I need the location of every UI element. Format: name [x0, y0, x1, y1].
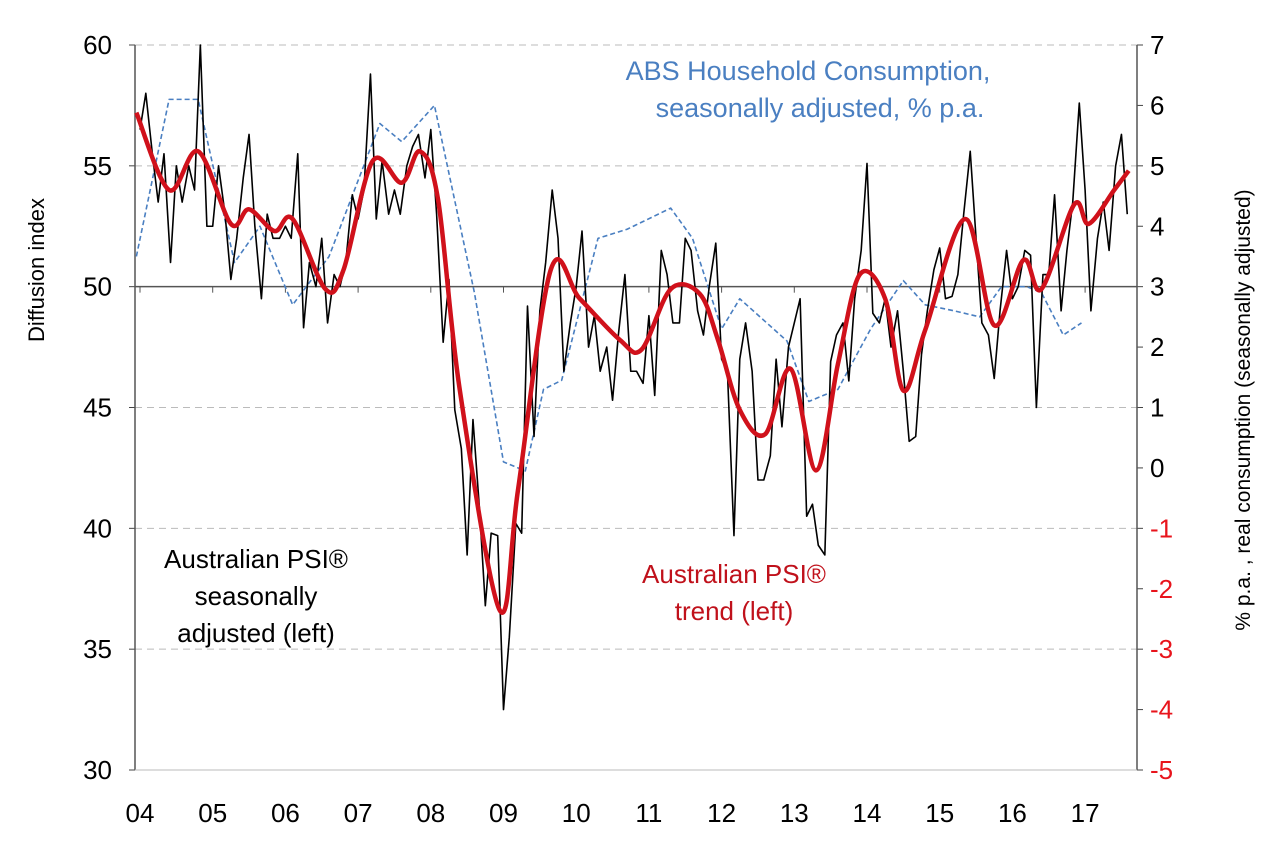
sa-annotation-line1: Australian PSI® — [164, 544, 348, 574]
x-tick-label: 17 — [1071, 798, 1100, 828]
x-tick-label: 15 — [925, 798, 954, 828]
right-tick-label: 4 — [1150, 211, 1164, 241]
right-tick-label: 5 — [1150, 151, 1164, 181]
right-tick-label: 3 — [1150, 272, 1164, 302]
left-tick-label: 30 — [83, 755, 112, 785]
x-tick-label: 04 — [126, 798, 155, 828]
gridlines — [135, 44, 1137, 650]
x-tick-label: 07 — [344, 798, 373, 828]
x-tick-label: 14 — [853, 798, 882, 828]
x-tick-label: 09 — [489, 798, 518, 828]
right-axis-label: % p.a. , real consumption (seasonally ad… — [1232, 189, 1255, 630]
trend-annotation-line2: trend (left) — [675, 596, 794, 626]
left-tick-label: 35 — [83, 634, 112, 664]
consumption-series-line — [135, 98, 1082, 472]
left-axis-label: Diffusion index — [24, 198, 49, 342]
x-tick-label: 08 — [416, 798, 445, 828]
right-tick-label: -5 — [1150, 755, 1173, 785]
right-tick-label: -3 — [1150, 634, 1173, 664]
sa-annotation-line2: seasonally — [195, 581, 318, 611]
right-tick-label: 7 — [1150, 30, 1164, 60]
x-tick-label: 06 — [271, 798, 300, 828]
x-tick-label: 10 — [562, 798, 591, 828]
sa-series-line — [139, 44, 1129, 711]
x-tick-label: 16 — [998, 798, 1027, 828]
right-tick-label: -1 — [1150, 513, 1173, 543]
consumption-annotation-line1: ABS Household Consumption, — [626, 56, 991, 86]
series-lines — [134, 44, 1131, 711]
right-tick-label: 1 — [1150, 393, 1164, 423]
right-tick-label: -2 — [1150, 574, 1173, 604]
left-tick-label: 55 — [83, 151, 112, 181]
trend-annotation-line1: Australian PSI® — [642, 559, 826, 589]
x-tick-label: 11 — [635, 798, 662, 828]
right-tick-label: 6 — [1150, 90, 1164, 120]
right-tick-label: 0 — [1150, 453, 1164, 483]
consumption-annotation-line2: seasonally adjusted, % p.a. — [656, 93, 985, 123]
left-tick-label: 40 — [83, 513, 112, 543]
x-tick-label: 05 — [198, 798, 227, 828]
left-tick-label: 50 — [83, 272, 112, 302]
x-tick-label: 12 — [707, 798, 736, 828]
trend-series-line — [134, 111, 1131, 615]
right-tick-label: 2 — [1150, 332, 1164, 362]
sa-annotation-line3: adjusted (left) — [177, 618, 335, 648]
x-tick-label: 13 — [780, 798, 809, 828]
right-tick-label: -4 — [1150, 695, 1173, 725]
left-tick-label: 45 — [83, 393, 112, 423]
left-tick-label: 60 — [83, 30, 112, 60]
